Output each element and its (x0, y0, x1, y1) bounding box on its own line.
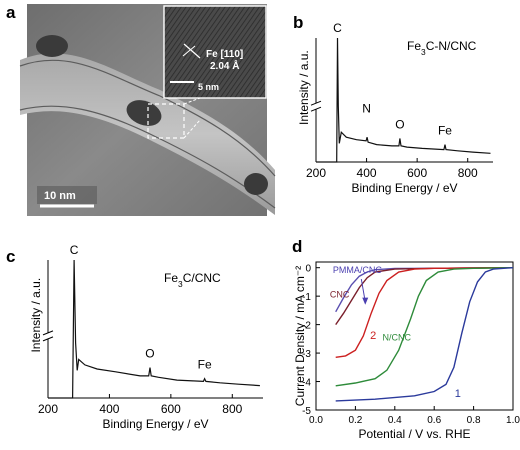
xps-spectrum-line (316, 37, 491, 163)
x-tick-label: 0.8 (467, 415, 481, 426)
lsv-curve-2 (335, 267, 514, 358)
tube-wall-top (19, 59, 276, 177)
axis-break-mark (42, 330, 54, 336)
y-axis-label: Intensity / a.u. (297, 50, 311, 125)
x-axis-label: Binding Energy / eV (351, 181, 457, 195)
axis-break-mark (310, 100, 322, 106)
peak-label: O (395, 117, 404, 131)
panel-a: a Fe [110] 2.04 Å 5 nm (6, 3, 276, 216)
x-tick-label: 600 (407, 166, 427, 180)
chart-title: Fe3C-N/CNC (407, 39, 477, 57)
inset-scale-label: 5 nm (198, 82, 219, 92)
particle (126, 100, 162, 126)
x-tick-label: 0.6 (427, 415, 441, 426)
selection-box (147, 103, 185, 139)
spacing-marker (183, 43, 201, 59)
x-axis-label: Potential / V vs. RHE (358, 427, 470, 441)
x-axis-label: Binding Energy / eV (102, 417, 208, 431)
peak-label: N (362, 101, 371, 115)
scale-bar-bg (37, 186, 97, 204)
y-axis-label: Intensity / a.u. (29, 278, 43, 353)
x-tick-label: 0.4 (388, 415, 402, 426)
scale-bar-label: 10 nm (44, 190, 76, 202)
tube-wall-bottom (19, 105, 276, 209)
series-label: PMMA/CNC (333, 265, 382, 275)
plot-frame (315, 261, 514, 411)
zoom-line (183, 119, 201, 139)
y-tick-label: -2 (302, 321, 311, 332)
axis-break-gap (312, 103, 320, 110)
curve-number-label: 1 (455, 388, 461, 400)
peak-label: C (333, 21, 342, 35)
nanotube (20, 53, 275, 215)
x-tick-label: 0.0 (309, 415, 323, 426)
x-tick-label: 200 (38, 402, 58, 416)
zoom-line (183, 97, 201, 105)
x-tick-label: 800 (222, 402, 242, 416)
inset-spacing: 2.04 Å (210, 59, 239, 72)
x-tick-label: 200 (306, 166, 326, 180)
y-tick-label: -3 (302, 349, 311, 360)
y-tick-label: -1 (302, 292, 311, 303)
x-tick-label: 400 (99, 402, 119, 416)
axis-break-gap (44, 332, 52, 339)
pointer-arrowhead (362, 297, 369, 305)
series-label: CNC (330, 290, 350, 300)
panel-c-chart: c 200 400 600 800 Binding Energy / eV Intensit… (6, 243, 263, 431)
peak-label: C (70, 243, 79, 257)
particle (36, 35, 68, 57)
lsv-curve-cnc (335, 267, 514, 325)
panel-d-chart: d 0.0 0.2 0.4 0.6 0.8 1.0 0 -1 -2 -3 -4 -5 Potential … (292, 237, 520, 441)
lsv-curve-n-cnc (335, 267, 514, 387)
panel-letter: b (293, 13, 303, 32)
axis-break-mark (310, 106, 322, 112)
chart-title: Fe3C/CNC (164, 271, 221, 289)
particle (244, 173, 268, 195)
axis-break-mark (42, 336, 54, 342)
y-tick-label: -4 (302, 378, 311, 389)
peak-label: O (145, 347, 154, 361)
x-tick-label: 400 (357, 166, 377, 180)
peak-label: Fe (438, 124, 452, 138)
xps-spectrum-line (48, 259, 260, 399)
spacing-marker (182, 45, 196, 57)
lsv-curve-1 (335, 267, 514, 402)
y-tick-label: -5 (302, 406, 311, 417)
x-tick-label: 0.2 (348, 415, 362, 426)
inset-label: Fe [110] (206, 49, 243, 60)
y-tick-label: 0 (305, 264, 311, 275)
series-label: N/CNC (383, 332, 412, 342)
panel-a-letter: a (6, 3, 16, 22)
curve-number-label: 2 (370, 330, 376, 342)
panel-letter: d (292, 237, 302, 256)
x-tick-label: 600 (161, 402, 181, 416)
x-tick-label: 800 (458, 166, 478, 180)
y-axis-label: Current Density / mA cm⁻² (293, 266, 307, 406)
hrtem-inset: Fe [110] 2.04 Å 5 nm (163, 5, 267, 99)
panel-letter: c (6, 247, 15, 266)
peak-label: Fe (198, 358, 212, 372)
x-tick-label: 1.0 (506, 415, 520, 426)
